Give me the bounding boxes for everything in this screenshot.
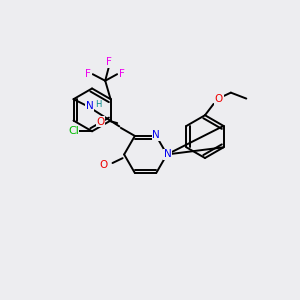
Text: N: N [86, 101, 94, 111]
Text: H: H [95, 100, 101, 109]
Text: F: F [118, 69, 124, 79]
Text: Cl: Cl [68, 126, 79, 136]
Text: O: O [99, 160, 107, 170]
Text: O: O [215, 94, 223, 104]
Text: N: N [152, 130, 160, 140]
Text: F: F [85, 69, 91, 79]
Text: N: N [164, 149, 171, 160]
Text: O: O [97, 117, 105, 127]
Text: F: F [106, 57, 112, 67]
